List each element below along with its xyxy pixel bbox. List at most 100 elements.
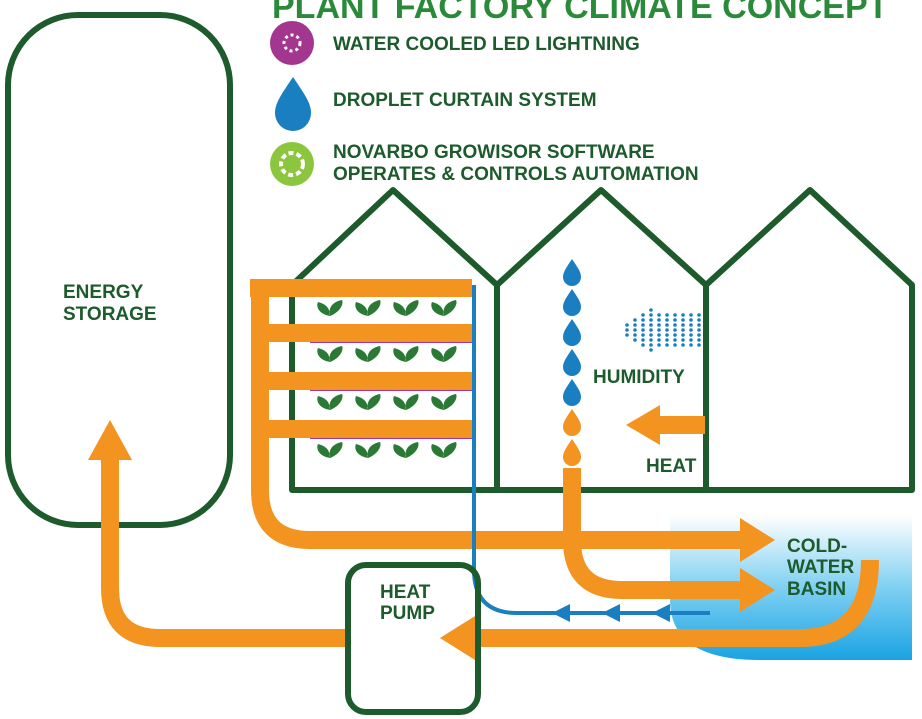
plant: [393, 442, 418, 458]
humidity-dot: [689, 318, 693, 322]
energy-storage-label: STORAGE: [63, 304, 157, 325]
plant: [393, 346, 418, 362]
humidity-dot: [681, 328, 685, 332]
legend-label: WATER COOLED LED LIGHTNING: [333, 34, 640, 55]
humidity-dot: [649, 338, 653, 342]
humidity-dot: [633, 328, 637, 332]
plant: [355, 394, 380, 410]
energy-storage-label: ENERGY: [63, 282, 144, 303]
humidity-dot: [697, 343, 701, 347]
humidity-dot: [657, 318, 661, 322]
humidity-dot: [649, 323, 653, 327]
humidity-dot: [641, 343, 645, 347]
humidity-dot: [689, 338, 693, 342]
humidity-dot: [657, 343, 661, 347]
humidity-dot: [697, 318, 701, 322]
humidity-dot: [673, 313, 677, 317]
humidity-dot: [641, 313, 645, 317]
humidity-dot: [697, 333, 701, 337]
humidity-dot: [649, 348, 653, 352]
basin-label: BASIN: [787, 579, 846, 600]
humidity-dot: [665, 333, 669, 337]
basin-label: COLD-: [787, 536, 847, 557]
humidity-dot: [649, 333, 653, 337]
humidity-dot: [665, 328, 669, 332]
humidity-dot: [665, 338, 669, 342]
humidity-dot: [633, 333, 637, 337]
title: PLANT FACTORY CLIMATE CONCEPT: [272, 0, 889, 26]
humidity-dot: [673, 318, 677, 322]
humidity-dot: [681, 313, 685, 317]
humidity-dot: [689, 323, 693, 327]
humidity-dot: [673, 343, 677, 347]
heat-pump-label: PUMP: [380, 603, 435, 624]
plant: [393, 394, 418, 410]
basin-label: WATER: [787, 557, 854, 578]
humidity-dot: [657, 323, 661, 327]
plant: [431, 300, 456, 316]
humidity-dot: [689, 313, 693, 317]
humidity-dot: [681, 323, 685, 327]
humidity-dot: [681, 318, 685, 322]
humidity-dot: [681, 343, 685, 347]
plant: [317, 394, 342, 410]
humidity-dot: [641, 328, 645, 332]
led-icon: [270, 21, 314, 65]
humidity-dot: [625, 328, 629, 332]
humidity-dot: [681, 333, 685, 337]
plant: [355, 300, 380, 316]
humidity-label: HUMIDITY: [593, 367, 685, 388]
humidity-dot: [633, 323, 637, 327]
plant: [355, 442, 380, 458]
humidity-dot: [665, 343, 669, 347]
humidity-dot: [665, 313, 669, 317]
heat-pump-label: HEAT: [380, 582, 431, 603]
plant: [317, 300, 342, 316]
humidity-dot: [673, 333, 677, 337]
legend-label: OPERATES & CONTROLS AUTOMATION: [333, 164, 699, 185]
humidity-dot: [673, 328, 677, 332]
humidity-dot: [665, 323, 669, 327]
humidity-dot: [633, 338, 637, 342]
humidity-dot: [689, 333, 693, 337]
humidity-dot: [689, 328, 693, 332]
humidity-dot: [649, 313, 653, 317]
heat-label: HEAT: [646, 456, 697, 477]
humidity-dot: [625, 323, 629, 327]
humidity-dot: [649, 328, 653, 332]
plant: [431, 394, 456, 410]
legend-label: NOVARBO GROWISOR SOFTWARE: [333, 142, 655, 163]
humidity-dot: [625, 333, 629, 337]
humidity-dot: [641, 318, 645, 322]
humidity-dot: [641, 323, 645, 327]
humidity-dot: [665, 318, 669, 322]
humidity-dot: [697, 328, 701, 332]
diagram-svg: PLANT FACTORY CLIMATE CONCEPT WATER COOL…: [0, 0, 922, 719]
droplet-icon: [275, 77, 311, 131]
plant: [431, 346, 456, 362]
droplet-curtain: [563, 259, 581, 466]
humidity-dot: [697, 323, 701, 327]
humidity-dot: [641, 338, 645, 342]
humidity-dot: [673, 338, 677, 342]
humidity-dot: [649, 343, 653, 347]
plant: [317, 442, 342, 458]
humidity-dot: [689, 343, 693, 347]
humidity-dot: [657, 338, 661, 342]
plant: [431, 442, 456, 458]
humidity-dot: [673, 323, 677, 327]
software-icon: [270, 142, 314, 186]
humidity-arrow: [625, 308, 701, 352]
humidity-dot: [681, 338, 685, 342]
humidity-dot: [657, 313, 661, 317]
legend-label: DROPLET CURTAIN SYSTEM: [333, 90, 597, 111]
plant: [317, 346, 342, 362]
humidity-dot: [657, 333, 661, 337]
humidity-dot: [697, 338, 701, 342]
humidity-dot: [657, 328, 661, 332]
humidity-dot: [641, 333, 645, 337]
humidity-dot: [633, 318, 637, 322]
humidity-dot: [697, 313, 701, 317]
plant: [355, 346, 380, 362]
humidity-dot: [649, 308, 653, 312]
